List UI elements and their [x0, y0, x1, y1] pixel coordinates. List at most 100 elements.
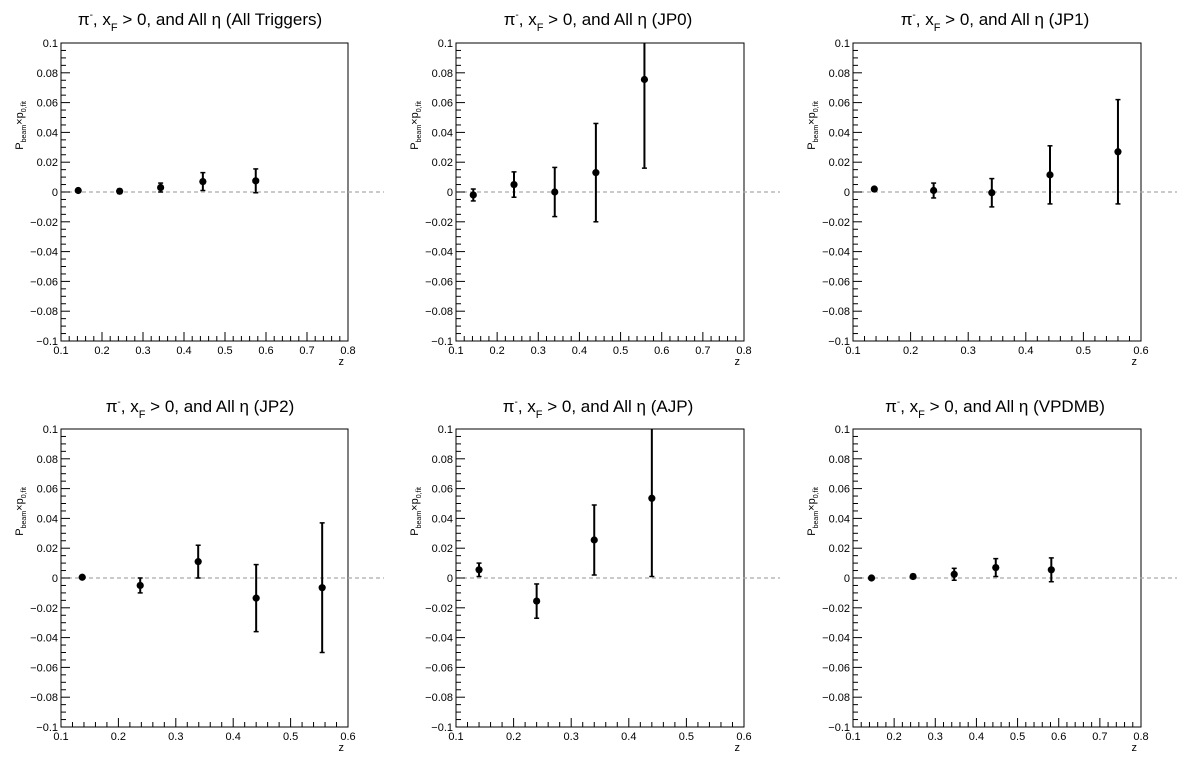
y-axis-label: Pbeam×p0,fit [409, 487, 423, 536]
x-tick-label: 0.3 [531, 345, 546, 357]
data-marker [510, 180, 518, 189]
data-point [157, 182, 165, 193]
x-tick-label: 0.1 [53, 731, 68, 743]
y-axis-label: Pbeam×p0,fit [806, 101, 820, 150]
y-tick-label: −0.08 [30, 692, 58, 704]
data-point [469, 188, 477, 202]
data-point [533, 583, 541, 619]
data-point [950, 567, 958, 581]
y-tick-label: 0.04 [37, 513, 58, 525]
data-marker [136, 581, 144, 590]
y-tick-label: −0.02 [30, 603, 58, 615]
y-tick-label: 0.06 [432, 98, 453, 110]
y-axis-label: Pbeam×p0,fit [14, 101, 28, 150]
data-marker [590, 536, 598, 544]
data-point [909, 572, 917, 581]
x-axis-label: z [1132, 356, 1138, 368]
y-tick-label: 0 [447, 187, 453, 199]
data-marker [640, 75, 649, 84]
y-tick-label: 0.06 [829, 484, 850, 496]
y-axis-label: Pbeam×p0,fit [806, 487, 820, 536]
data-marker [469, 191, 477, 199]
y-tick-label: −0.06 [822, 276, 850, 288]
x-tick-label: 0.7 [695, 345, 710, 357]
x-tick-label: 0.6 [258, 345, 273, 357]
x-tick-label: 0.6 [1051, 731, 1066, 743]
data-marker [592, 169, 600, 177]
data-point [318, 522, 326, 654]
data-marker [867, 574, 876, 582]
y-tick-label: −0.1 [36, 336, 58, 348]
x-tick-label: 0.8 [736, 345, 751, 357]
y-tick-label: −0.08 [30, 306, 58, 318]
y-tick-label: −0.02 [425, 217, 453, 229]
y-tick-label: −0.06 [822, 662, 850, 674]
y-tick-label: 0.08 [829, 68, 850, 80]
x-tick-label: 0.2 [886, 731, 901, 743]
data-point [510, 171, 518, 198]
x-tick-label: 0.3 [564, 731, 579, 743]
y-tick-label: −0.06 [30, 276, 58, 288]
chart-title: π-, xF > 0, and All η (JP2) [106, 397, 295, 421]
x-tick-label: 0.4 [226, 731, 241, 743]
y-tick-label: −0.02 [822, 603, 850, 615]
y-tick-label: 0.1 [43, 424, 58, 436]
data-point [648, 429, 656, 578]
x-axis-label: z [735, 356, 741, 368]
chart-title: π-, xF > 0, and All η (JP0) [504, 10, 693, 34]
y-tick-label: 0.02 [37, 543, 58, 555]
data-marker [318, 584, 326, 592]
x-tick-label: 0.7 [299, 345, 314, 357]
y-tick-label: −0.06 [425, 662, 453, 674]
data-point [136, 577, 144, 594]
y-tick-label: 0.02 [432, 157, 453, 169]
x-tick-label: 0.5 [283, 731, 298, 743]
x-tick-label: 0.1 [845, 731, 860, 743]
x-tick-label: 0.3 [168, 731, 183, 743]
x-axis-label: z [339, 356, 345, 368]
y-tick-label: 0.04 [37, 127, 58, 139]
data-marker [988, 189, 996, 197]
chart-panel-2: π-, xF > 0, and All η (JP0) 0.1 0.08 0.06 0.… [409, 10, 780, 368]
data-point [551, 166, 559, 218]
x-tick-label: 0.2 [506, 731, 521, 743]
y-tick-label: −0.1 [36, 722, 58, 734]
data-marker [194, 558, 202, 566]
y-tick-label: −0.04 [822, 247, 850, 259]
y-tick-label: 0.1 [43, 38, 58, 50]
data-marker [1046, 171, 1054, 179]
y-tick-label: 0.08 [37, 454, 58, 466]
data-marker [157, 183, 165, 192]
data-point [116, 187, 124, 195]
y-tick-label: 0.1 [438, 38, 453, 50]
x-tick-label: 0.8 [1133, 731, 1148, 743]
x-tick-label: 0.5 [679, 731, 694, 743]
x-tick-label: 0.3 [928, 731, 943, 743]
y-tick-label: −0.1 [431, 722, 453, 734]
chart-panel-6: π-, xF > 0, and All η (VPDMB) 0.1 0.08 0.06… [806, 397, 1177, 754]
y-tick-label: 0.04 [829, 127, 850, 139]
data-marker [1114, 148, 1122, 156]
y-tick-label: 0.08 [37, 68, 58, 80]
data-point [867, 574, 876, 582]
data-marker [116, 187, 124, 195]
x-tick-label: 0.8 [340, 345, 355, 357]
y-tick-label: 0.02 [829, 157, 850, 169]
chart-panel-4: π-, xF > 0, and All η (JP2) 0.1 0.08 0.06 0.… [14, 397, 384, 754]
data-point [590, 504, 598, 576]
data-point [930, 182, 938, 199]
data-marker [1047, 566, 1055, 574]
y-tick-label: 0.08 [432, 454, 453, 466]
data-point [870, 185, 878, 193]
y-tick-label: 0.04 [829, 513, 850, 525]
data-point [78, 573, 86, 581]
data-marker [475, 566, 483, 574]
data-point [592, 122, 600, 223]
x-tick-label: 0.7 [1092, 731, 1107, 743]
x-tick-label: 0.2 [489, 345, 504, 357]
data-point [1114, 98, 1122, 205]
chart-title: π-, xF > 0, and All η (JP1) [901, 10, 1090, 34]
chart-title: π-, xF > 0, and All η (All Triggers) [78, 10, 322, 34]
y-tick-label: 0.02 [829, 543, 850, 555]
